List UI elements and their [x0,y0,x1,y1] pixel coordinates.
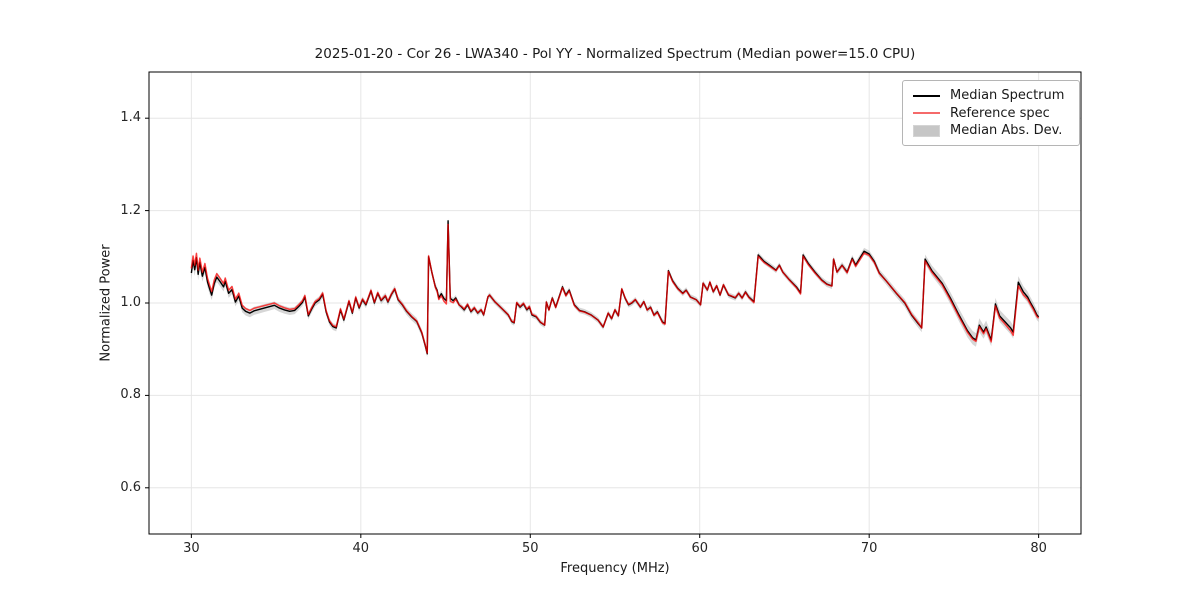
mad-band [191,217,1039,358]
y-tick-label: 0.8 [120,387,141,403]
x-tick-label: 70 [860,541,878,556]
y-tick-label: 1.0 [120,295,141,310]
y-tick-label: 1.2 [120,202,141,218]
x-tick-label: 40 [352,541,370,556]
x-tick-label: 30 [183,541,200,556]
median-spectrum-line-swatch [913,94,940,97]
x-tick-label: 80 [1030,541,1047,556]
reference-spec-line [190,223,1040,354]
median-spectrum-line [190,220,1040,355]
chart-title: 2025-01-20 - Cor 26 - LWA340 - Pol YY - … [314,46,916,62]
legend-label-reference-spec: Reference spec [950,105,1050,121]
reference-spec-line-swatch [913,112,940,114]
median-abs-dev-patch-swatch [913,124,940,137]
legend-item-reference-spec: Reference spec [913,105,1069,122]
legend-item-median-spectrum: Median Spectrum [913,87,1069,104]
y-tick-label: 0.6 [120,479,141,495]
x-tick-label: 60 [691,541,708,556]
legend-label-median-spectrum: Median Spectrum [950,88,1065,103]
y-tick-label: 1.4 [120,110,141,126]
legend-item-median-abs-dev: Median Abs. Dev. [913,122,1069,139]
x-tick-label: 50 [521,541,539,556]
legend-label-median-abs-dev: Median Abs. Dev. [950,123,1063,138]
legend: Median Spectrum Reference spec Median Ab… [902,80,1080,146]
x-axis-label: Frequency (MHz) [560,561,670,576]
